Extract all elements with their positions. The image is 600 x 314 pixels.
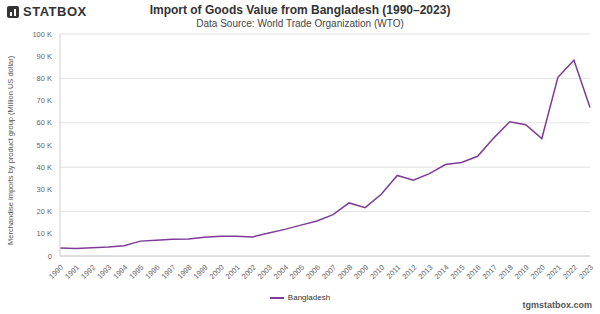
svg-text:50 K: 50 K xyxy=(37,141,52,150)
svg-text:2001: 2001 xyxy=(224,263,242,281)
svg-text:2005: 2005 xyxy=(288,263,306,281)
svg-text:Merchandise imports by product: Merchandise imports by product group (Mi… xyxy=(8,55,15,245)
svg-text:1999: 1999 xyxy=(192,263,210,281)
html-text:tgmstatbox.com: tgmstatbox.com xyxy=(522,300,592,310)
svg-text:2011: 2011 xyxy=(385,263,403,281)
html-text:STATBOX: STATBOX xyxy=(23,4,87,19)
svg-text:2019: 2019 xyxy=(513,263,531,281)
html-text:Data Source: World Trade Organ: Data Source: World Trade Organization (W… xyxy=(196,18,404,29)
svg-text:1991: 1991 xyxy=(63,263,81,281)
svg-text:2006: 2006 xyxy=(304,263,322,281)
svg-text:2008: 2008 xyxy=(336,263,354,281)
svg-text:30 K: 30 K xyxy=(37,185,52,194)
svg-text:2007: 2007 xyxy=(320,263,338,281)
svg-text:1998: 1998 xyxy=(176,263,194,281)
svg-text:2003: 2003 xyxy=(256,263,274,281)
svg-text:2020: 2020 xyxy=(529,263,547,281)
svg-text:80 K: 80 K xyxy=(37,74,52,83)
svg-text:60 K: 60 K xyxy=(37,118,52,127)
svg-text:40 K: 40 K xyxy=(37,163,52,172)
svg-text:1996: 1996 xyxy=(143,263,161,281)
svg-text:90 K: 90 K xyxy=(37,52,52,61)
svg-text:1997: 1997 xyxy=(159,263,177,281)
svg-text:1994: 1994 xyxy=(111,263,129,281)
svg-text:2015: 2015 xyxy=(449,263,467,281)
svg-text:20 K: 20 K xyxy=(37,207,52,216)
svg-text:1992: 1992 xyxy=(79,263,97,281)
svg-text:2004: 2004 xyxy=(272,263,290,281)
svg-text:2017: 2017 xyxy=(481,263,499,281)
svg-text:70 K: 70 K xyxy=(37,96,52,105)
svg-text:1990: 1990 xyxy=(47,263,65,281)
svg-text:2018: 2018 xyxy=(497,263,515,281)
html-text:Bangladesh: Bangladesh xyxy=(287,293,331,302)
svg-text:100 K: 100 K xyxy=(32,30,52,39)
svg-text:1993: 1993 xyxy=(95,263,113,281)
svg-text:2013: 2013 xyxy=(416,263,434,281)
svg-text:10 K: 10 K xyxy=(37,229,52,238)
svg-text:0: 0 xyxy=(48,252,52,261)
svg-text:2023: 2023 xyxy=(577,263,592,281)
svg-text:2012: 2012 xyxy=(400,263,418,281)
svg-text:2022: 2022 xyxy=(561,263,579,281)
svg-text:2009: 2009 xyxy=(352,263,370,281)
svg-text:2010: 2010 xyxy=(368,263,386,281)
html-text:Import of Goods Value from Ban: Import of Goods Value from Bangladesh (1… xyxy=(149,3,451,17)
svg-text:2002: 2002 xyxy=(240,263,258,281)
svg-text:2014: 2014 xyxy=(432,263,450,281)
svg-text:2016: 2016 xyxy=(465,263,483,281)
svg-text:2021: 2021 xyxy=(545,263,563,281)
svg-text:2000: 2000 xyxy=(208,263,226,281)
svg-text:1995: 1995 xyxy=(127,263,145,281)
